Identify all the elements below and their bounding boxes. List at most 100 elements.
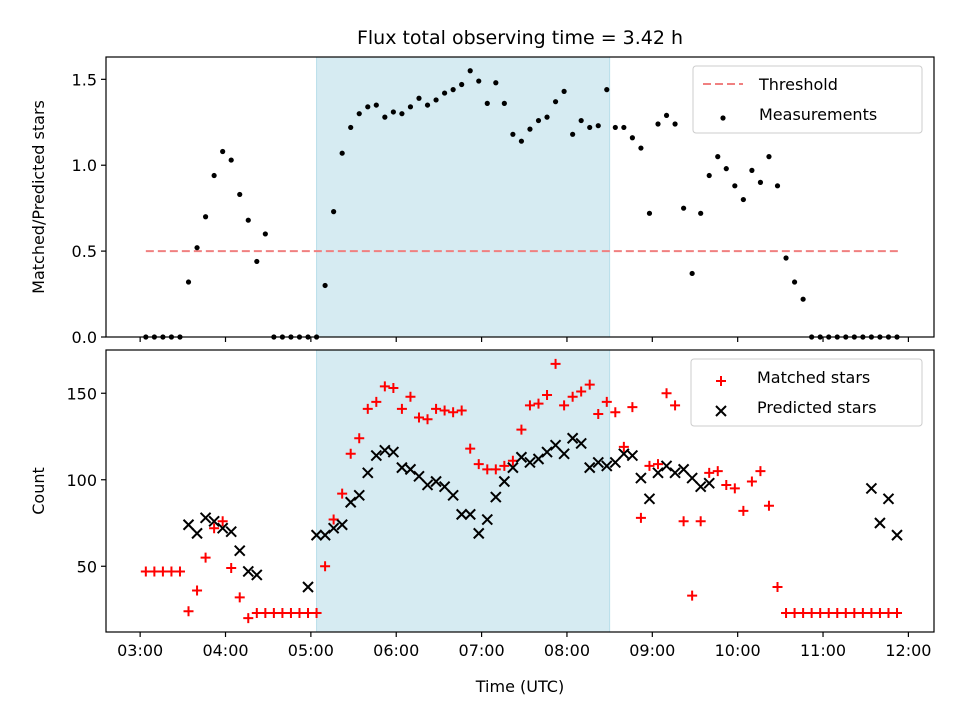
matched-stars-point xyxy=(661,388,672,399)
measurements-point xyxy=(732,183,738,189)
y-tick-label: 150 xyxy=(66,384,97,403)
matched-stars-point xyxy=(311,607,322,618)
x-tick-label: 07:00 xyxy=(459,641,505,660)
measurements-point xyxy=(373,102,379,108)
measurements-point xyxy=(348,124,354,131)
matched-stars-point xyxy=(149,566,160,577)
matched-stars-point xyxy=(277,607,288,618)
matched-stars-point xyxy=(610,407,621,418)
y-tick-label: 0.5 xyxy=(72,242,97,261)
matched-stars-point xyxy=(328,514,339,525)
y-axis-label: Matched/Predicted stars xyxy=(29,100,48,294)
matched-stars-point xyxy=(576,386,587,397)
measurements-point xyxy=(356,111,362,117)
top-panel: 0.0 0.5 1.0 1.5 Matched/Predicted stars Thres… xyxy=(29,56,935,347)
predicted-stars-point xyxy=(891,529,903,541)
predicted-stars-point xyxy=(362,467,374,479)
y-tick-label: 50 xyxy=(77,557,97,576)
predicted-stars-point xyxy=(387,446,400,458)
matched-stars-point xyxy=(687,590,698,601)
predicted-stars-point xyxy=(370,449,383,462)
measurements-point xyxy=(561,88,567,94)
x-tick-label: 04:00 xyxy=(202,641,248,660)
matched-stars-point xyxy=(354,433,365,444)
measurements-point xyxy=(510,131,516,137)
matched-stars-point xyxy=(226,562,237,573)
y-tick-label: 1.0 xyxy=(72,156,97,175)
predicted-stars-point xyxy=(865,482,878,495)
measurements-point xyxy=(570,131,576,137)
matched-stars-point xyxy=(635,512,646,523)
measurements-point xyxy=(220,148,226,155)
predicted-stars-point xyxy=(660,460,673,472)
x-tick-label: 06:00 xyxy=(373,641,419,660)
measurements-point xyxy=(638,145,644,151)
predicted-stars-point xyxy=(225,525,237,538)
x-tick-label: 03:00 xyxy=(117,641,163,660)
predicted-stars-point xyxy=(694,480,707,493)
legend-marker-predicted-stars xyxy=(715,405,727,417)
matched-stars-point xyxy=(593,409,604,420)
matched-stars-point xyxy=(320,561,331,572)
measurements-point xyxy=(493,80,499,86)
predicted-stars-point xyxy=(455,508,468,521)
measurements-point xyxy=(331,209,337,215)
measurements-point xyxy=(791,279,798,285)
legend-marker-measurements xyxy=(720,115,726,121)
measurements-point xyxy=(467,68,473,74)
matched-stars-point xyxy=(542,389,553,400)
predicted-stars-point xyxy=(643,493,656,505)
predicted-stars-point xyxy=(490,491,502,503)
matched-stars-point xyxy=(260,607,271,618)
x-axis-label: Time (UTC) xyxy=(475,677,564,696)
predicted-stars-point xyxy=(874,517,886,529)
measurements-point xyxy=(194,245,200,251)
legend-label-measurements: Measurements xyxy=(759,105,877,124)
matched-stars-point xyxy=(499,460,510,471)
measurements-point xyxy=(237,191,243,198)
matched-stars-point xyxy=(746,476,757,487)
matched-stars-point xyxy=(345,448,356,459)
matched-stars-point xyxy=(200,552,211,563)
legend-marker-matched-stars xyxy=(716,376,726,386)
measurements-point xyxy=(365,104,371,110)
measurements-point xyxy=(459,81,465,88)
matched-stars-point xyxy=(738,505,749,516)
predicted-stars-point xyxy=(686,472,698,484)
predicted-stars-point xyxy=(404,463,417,476)
matched-stars-point xyxy=(567,391,578,402)
measurements-point xyxy=(681,205,687,211)
matched-stars-point xyxy=(490,464,501,475)
predicted-stars-point xyxy=(549,439,562,451)
measurements-point xyxy=(501,100,507,106)
matched-stars-point xyxy=(559,400,570,411)
legend-label-matched-stars: Matched stars xyxy=(757,368,870,387)
predicted-stars-point xyxy=(609,456,622,469)
measurements-point xyxy=(723,166,729,172)
legend-box xyxy=(692,65,923,134)
predicted-stars-point xyxy=(601,460,613,472)
matched-stars-point xyxy=(439,405,450,416)
predicted-stars-point xyxy=(447,489,459,502)
legend-box xyxy=(690,358,923,427)
measurements-point xyxy=(757,179,764,185)
measurements-point xyxy=(339,150,345,156)
predicted-stars-point xyxy=(353,489,365,502)
predicted-stars-point xyxy=(336,519,348,531)
predicted-stars-point xyxy=(242,565,254,578)
predicted-stars-point xyxy=(191,527,203,540)
measurements-point xyxy=(535,117,542,124)
measurements-point xyxy=(689,270,695,277)
predicted-stars-point xyxy=(464,508,476,521)
matched-stars-point xyxy=(695,516,706,527)
matched-stars-point xyxy=(823,607,834,618)
matched-stars-point xyxy=(849,607,860,618)
predicted-stars-point xyxy=(473,527,485,540)
measurements-point xyxy=(407,104,414,110)
predicted-stars-point xyxy=(327,522,340,534)
measurements-point xyxy=(433,97,439,103)
matched-stars-point xyxy=(644,460,655,471)
x-tick-label: 09:00 xyxy=(629,641,675,660)
predicted-stars-point xyxy=(677,463,690,476)
matched-stars-point xyxy=(456,405,467,416)
